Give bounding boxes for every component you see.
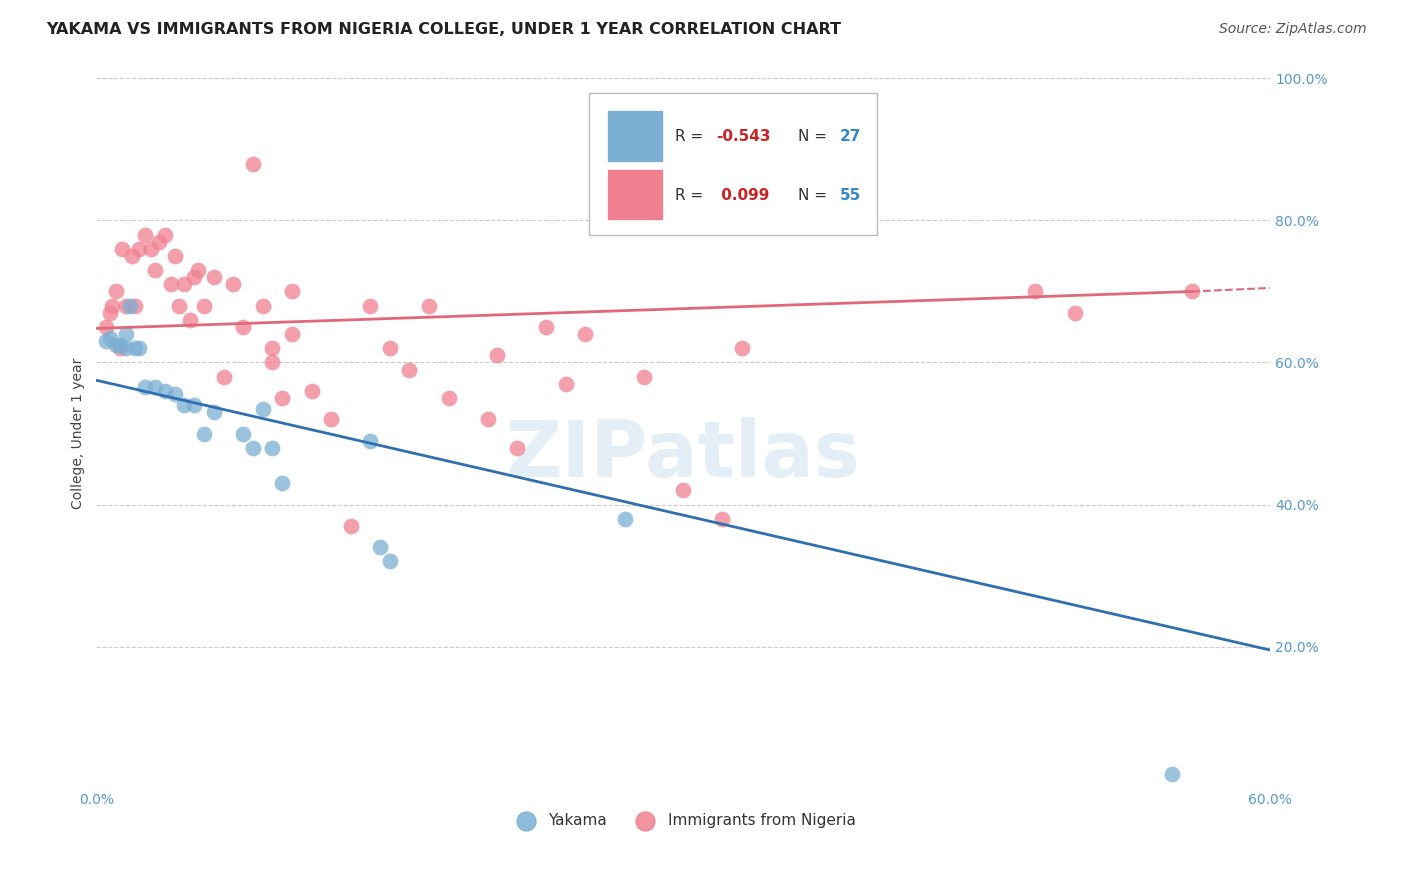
Point [193, 426, 215, 441]
Point [262, 355, 284, 369]
Point [134, 380, 156, 394]
Point [159, 277, 181, 292]
Point [242, 157, 264, 171]
Point [212, 369, 235, 384]
Point [98, 306, 121, 320]
Point [108, 337, 131, 351]
Point [271, 391, 294, 405]
Point [148, 235, 170, 249]
Point [252, 401, 274, 416]
Point [179, 313, 201, 327]
Point [111, 242, 134, 256]
Point [378, 341, 401, 355]
Point [183, 398, 205, 412]
Point [232, 426, 254, 441]
Point [242, 441, 264, 455]
Text: Source: ZipAtlas.com: Source: ZipAtlas.com [1219, 22, 1367, 37]
Point [281, 285, 304, 299]
Point [1024, 285, 1046, 299]
Point [139, 242, 162, 256]
Point [672, 483, 695, 498]
Point [506, 441, 529, 455]
Point [711, 512, 734, 526]
Point [124, 341, 146, 355]
Point [359, 299, 381, 313]
Point [128, 341, 150, 355]
Point [418, 299, 440, 313]
Text: R =: R = [675, 129, 709, 145]
Point [339, 518, 361, 533]
Point [477, 412, 499, 426]
Text: 0.099: 0.099 [716, 188, 769, 203]
Text: 27: 27 [839, 129, 860, 145]
Text: 55: 55 [839, 188, 860, 203]
Point [202, 270, 225, 285]
Point [114, 341, 136, 355]
Y-axis label: College, Under 1 year: College, Under 1 year [72, 358, 86, 509]
Point [167, 299, 190, 313]
Point [153, 227, 176, 242]
Point [193, 299, 215, 313]
Text: -0.543: -0.543 [716, 129, 770, 145]
Point [114, 299, 136, 313]
Point [731, 341, 754, 355]
Point [222, 277, 245, 292]
FancyBboxPatch shape [589, 93, 877, 235]
Text: YAKAMA VS IMMIGRANTS FROM NIGERIA COLLEGE, UNDER 1 YEAR CORRELATION CHART: YAKAMA VS IMMIGRANTS FROM NIGERIA COLLEG… [46, 22, 841, 37]
Point [187, 263, 209, 277]
Point [104, 285, 127, 299]
Point [124, 299, 146, 313]
Point [536, 320, 558, 334]
Point [486, 348, 509, 362]
FancyBboxPatch shape [607, 111, 664, 162]
Point [1161, 767, 1184, 781]
Point [271, 476, 294, 491]
Point [183, 270, 205, 285]
Point [121, 249, 143, 263]
Point [359, 434, 381, 448]
Point [281, 327, 304, 342]
Point [574, 327, 596, 342]
Point [301, 384, 323, 398]
Point [173, 398, 195, 412]
Point [378, 554, 401, 568]
Point [163, 387, 186, 401]
Point [118, 299, 141, 313]
Point [128, 242, 150, 256]
Point [262, 341, 284, 355]
Point [202, 405, 225, 419]
Point [437, 391, 460, 405]
Point [633, 369, 655, 384]
Point [1181, 285, 1204, 299]
Point [398, 362, 420, 376]
Text: ZIPatlas: ZIPatlas [506, 417, 860, 492]
Point [173, 277, 195, 292]
Point [94, 334, 117, 349]
Text: R =: R = [675, 188, 709, 203]
Point [1063, 306, 1085, 320]
Point [554, 376, 576, 391]
Point [143, 263, 166, 277]
Text: N =: N = [799, 129, 832, 145]
Text: N =: N = [799, 188, 832, 203]
Point [143, 380, 166, 394]
Point [613, 512, 636, 526]
Point [108, 341, 131, 355]
Point [101, 299, 124, 313]
Point [134, 227, 156, 242]
Legend: Yakama, Immigrants from Nigeria: Yakama, Immigrants from Nigeria [505, 807, 862, 834]
Point [104, 337, 127, 351]
Point [98, 331, 121, 345]
Point [262, 441, 284, 455]
Point [252, 299, 274, 313]
FancyBboxPatch shape [607, 169, 664, 220]
Point [232, 320, 254, 334]
Point [153, 384, 176, 398]
Point [94, 320, 117, 334]
Point [163, 249, 186, 263]
Point [114, 327, 136, 342]
Point [321, 412, 343, 426]
Point [368, 540, 391, 554]
